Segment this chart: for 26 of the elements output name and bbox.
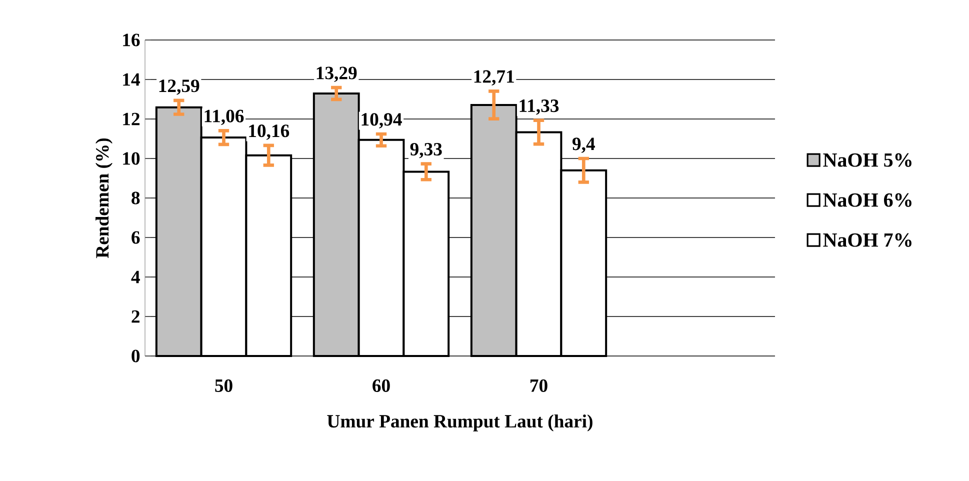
y-tick-label: 14: [123, 73, 140, 86]
y-tick-label: 10: [123, 152, 140, 165]
data-label: 10,16: [249, 124, 290, 140]
y-tick-label: 4: [131, 270, 140, 284]
legend-label: NaOH 5%: [823, 153, 912, 167]
data-label: 9,4: [572, 138, 595, 153]
data-label: 9,33: [410, 142, 442, 158]
y-tick-label: 0: [132, 350, 140, 362]
data-label: 12,59: [159, 80, 200, 95]
x-axis-title: Umur Panen Rumput Laut (hari): [327, 414, 592, 432]
data-label: 10,94: [362, 113, 402, 128]
legend-label: NaOH 6%: [823, 193, 912, 207]
data-label: 13,29: [316, 66, 357, 82]
x-tick-label: 70: [530, 379, 548, 392]
y-tick-label: 16: [123, 34, 140, 46]
y-tick-label: 12: [123, 112, 140, 126]
data-label: 11,33: [520, 100, 559, 115]
y-tick-label: 8: [132, 192, 140, 204]
y-axis-title: Rendemen (%): [96, 138, 112, 258]
legend-label: NaOH 7%: [823, 233, 912, 247]
y-tick-label: 2: [132, 310, 140, 323]
x-tick-label: 50: [215, 379, 232, 392]
data-label: 11,06: [204, 110, 244, 126]
data-label: 12,71: [474, 70, 514, 86]
x-tick-label: 60: [372, 379, 390, 392]
y-tick-label: 6: [132, 231, 140, 244]
